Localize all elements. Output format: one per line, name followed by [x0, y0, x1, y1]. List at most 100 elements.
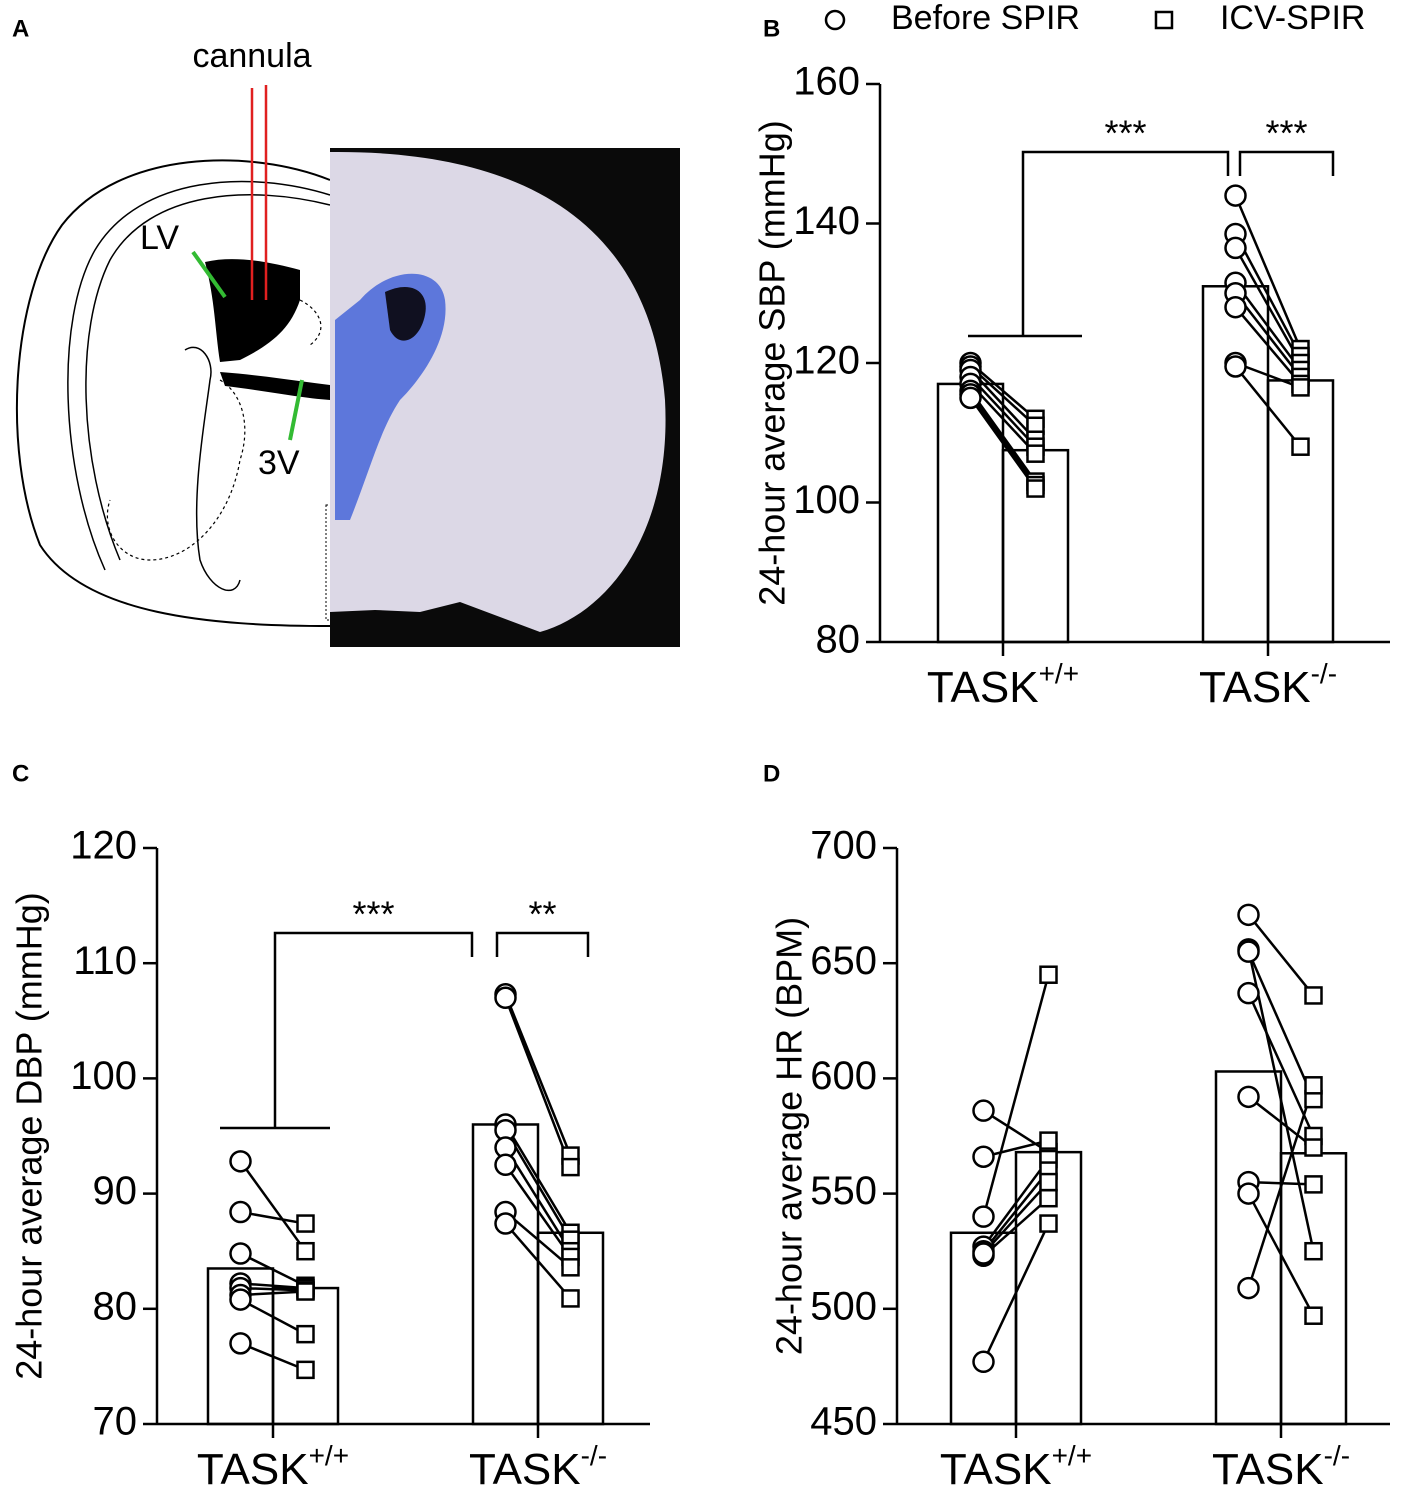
point — [296, 1324, 315, 1344]
pair-line — [239, 1298, 307, 1336]
panel-label: C — [12, 760, 29, 787]
y-tick-label: 450 — [810, 1400, 877, 1444]
point — [296, 1282, 315, 1301]
point — [1304, 1138, 1323, 1157]
brain-outline — [15, 159, 331, 627]
legend-marker — [824, 9, 846, 31]
point — [1039, 965, 1058, 984]
point — [1291, 437, 1310, 456]
point — [1224, 355, 1247, 378]
y-tick-label: 600 — [810, 1054, 877, 1098]
y-tick-label: 100 — [70, 1054, 137, 1098]
point — [1304, 1175, 1323, 1194]
point — [296, 1241, 315, 1261]
pair-line — [504, 1123, 572, 1234]
pair-line — [504, 1222, 572, 1300]
x-tick-label: TASK-/- — [1199, 658, 1337, 711]
third-ventricle — [220, 372, 330, 400]
pair-line — [982, 1169, 1050, 1252]
pair-line — [982, 1158, 1050, 1248]
point — [1304, 1241, 1323, 1261]
bar — [1214, 1070, 1283, 1426]
legend-label: Before SPIR — [891, 0, 1080, 37]
annotation: 3V — [258, 444, 300, 482]
point — [972, 1145, 995, 1168]
pair-line — [1247, 1084, 1315, 1289]
bracket — [273, 931, 474, 1128]
point — [229, 1288, 252, 1311]
y-tick-label: 100 — [793, 478, 860, 522]
point — [494, 1153, 517, 1177]
pair-line — [982, 1109, 1050, 1154]
point — [972, 1350, 995, 1374]
pair-line — [1234, 247, 1302, 364]
point — [1304, 1076, 1323, 1095]
pair-line — [1247, 951, 1315, 1100]
point — [1237, 1085, 1260, 1109]
pair-line — [1234, 282, 1302, 371]
point — [1039, 1214, 1058, 1233]
point — [1237, 903, 1260, 927]
y-tick-label: 110 — [73, 939, 137, 983]
pair-line — [1234, 195, 1302, 350]
point — [296, 1214, 315, 1233]
pair-line — [1247, 949, 1315, 1252]
y-axis-label: 24-hour average HR (BPM) — [769, 917, 810, 1355]
pair-line — [1247, 1095, 1315, 1149]
pair-line — [1247, 914, 1315, 997]
y-tick-label: 160 — [793, 60, 860, 104]
x-tick-label: TASK-/- — [1212, 1440, 1350, 1490]
point — [494, 1212, 517, 1235]
point — [1026, 444, 1045, 463]
point — [972, 1099, 995, 1122]
point — [561, 1157, 580, 1177]
legend-marker — [1154, 10, 1174, 30]
x-tick-label: TASK+/+ — [927, 658, 1079, 711]
pair-line — [982, 1181, 1050, 1255]
legend-label: ICV-SPIR — [1220, 0, 1365, 37]
lateral-ventricle — [205, 259, 300, 362]
point — [1224, 295, 1247, 319]
point — [561, 1258, 580, 1277]
point — [1237, 940, 1260, 963]
pair-line — [504, 993, 572, 1157]
point — [1237, 1276, 1260, 1300]
pointer — [191, 250, 227, 299]
pair-line — [504, 997, 572, 1168]
pair-line — [969, 390, 1037, 483]
point — [972, 1242, 995, 1265]
y-tick-label: 70 — [93, 1400, 138, 1444]
point — [494, 986, 517, 1010]
point — [1026, 479, 1045, 498]
significance: *** — [1104, 113, 1146, 154]
point — [1237, 1182, 1260, 1205]
y-tick-label: 500 — [810, 1284, 877, 1328]
point — [959, 386, 982, 410]
contour — [184, 346, 241, 592]
annotation: cannula — [192, 37, 311, 75]
bracket — [1021, 150, 1230, 336]
point — [1224, 184, 1247, 207]
x-tick-label: TASK-/- — [469, 1440, 607, 1490]
point — [1224, 236, 1247, 260]
pair-line — [1234, 306, 1302, 385]
y-tick-label: 120 — [70, 824, 137, 868]
annotation: LV — [140, 219, 179, 257]
point — [1039, 1131, 1058, 1150]
y-tick-label: 140 — [793, 199, 860, 243]
significance: *** — [1265, 113, 1307, 154]
x-tick-label: TASK+/+ — [940, 1440, 1092, 1490]
pair-line — [982, 1223, 1050, 1363]
contour — [106, 379, 246, 561]
point — [561, 1289, 580, 1308]
point — [1039, 1172, 1058, 1192]
pair-line — [969, 393, 1037, 486]
bar — [1279, 1152, 1348, 1426]
point — [1237, 981, 1260, 1005]
bracket — [495, 931, 590, 957]
significance: ** — [528, 894, 556, 935]
bar — [271, 1286, 340, 1426]
point — [1304, 986, 1323, 1005]
y-tick-label: 120 — [793, 339, 860, 383]
